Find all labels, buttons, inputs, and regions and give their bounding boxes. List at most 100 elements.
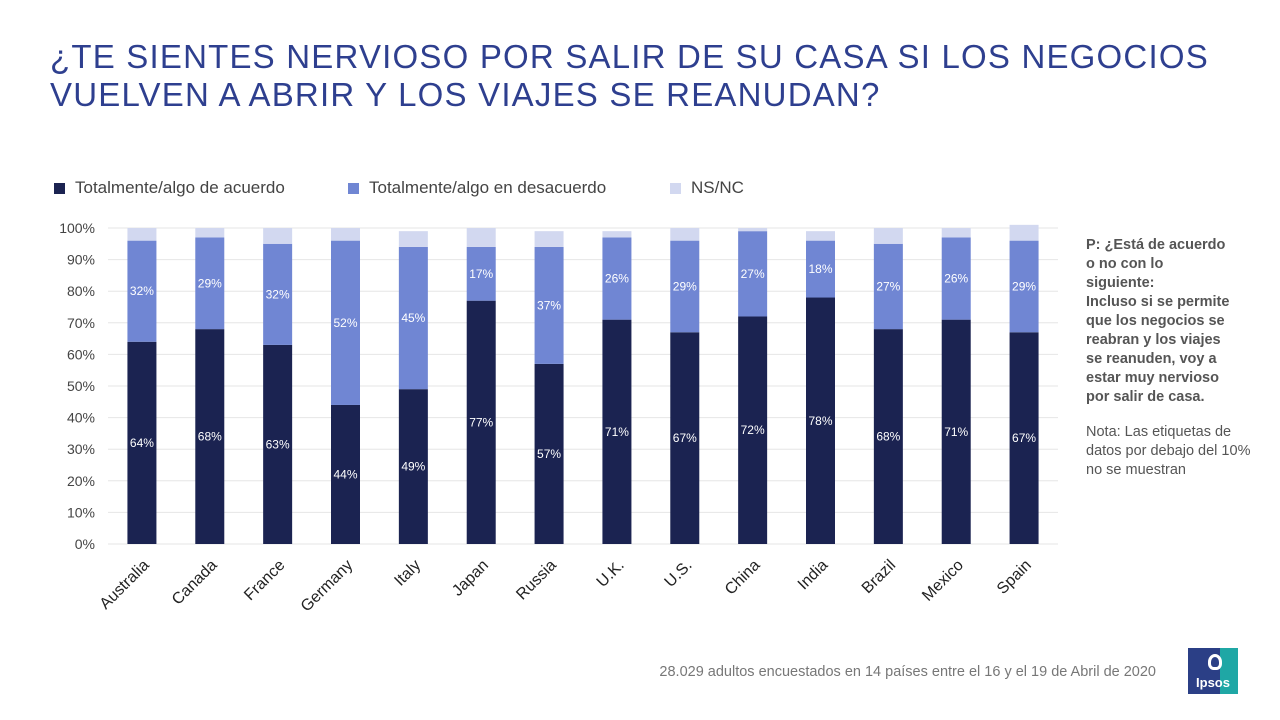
data-label: 32% xyxy=(266,287,290,301)
y-tick-label: 70% xyxy=(67,315,95,331)
chart-title: ¿TE SIENTES NERVIOSO POR SALIR DE SU CAS… xyxy=(50,38,1230,114)
data-label: 45% xyxy=(401,311,425,325)
data-label: 64% xyxy=(130,436,154,450)
bar-segment xyxy=(941,228,971,238)
data-label: 27% xyxy=(876,279,900,293)
bar-segment xyxy=(398,246,428,390)
survey-question-line: siguiente: xyxy=(1086,275,1155,291)
legend-item-disagree: Totalmente/algo en desacuerdo xyxy=(348,178,606,198)
bar-segment xyxy=(873,243,903,330)
chart-title-line-2: VUELVEN A ABRIR Y LOS VIAJES SE REANUDAN… xyxy=(50,76,881,113)
data-label: 44% xyxy=(333,467,357,481)
data-label-note: Nota: Las etiquetas de datos por debajo … xyxy=(1086,424,1251,478)
data-label: 67% xyxy=(1012,431,1036,445)
ipsos-logo: Ipsos xyxy=(1188,648,1238,694)
legend-swatch-nsnc xyxy=(670,182,681,194)
y-tick-label: 10% xyxy=(67,504,95,520)
logo-mark-icon xyxy=(1208,654,1222,670)
data-label: 68% xyxy=(876,430,900,444)
x-tick-label: France xyxy=(241,557,288,604)
survey-question-line: reabran y los viajes xyxy=(1086,332,1221,348)
y-tick-label: 100% xyxy=(59,220,95,236)
logo-text: Ipsos xyxy=(1196,675,1230,690)
bar-segment xyxy=(398,389,428,544)
legend-item-agree: Totalmente/algo de acuerdo xyxy=(54,178,285,198)
x-tick-label: Russia xyxy=(513,557,560,604)
x-tick-label: China xyxy=(722,557,764,599)
bar-segment xyxy=(806,297,835,544)
logo-accent xyxy=(1220,648,1238,694)
bar-segment xyxy=(127,228,157,241)
bar-segment xyxy=(873,228,903,244)
bar-segment xyxy=(670,228,700,241)
x-tick-label: Canada xyxy=(169,557,221,609)
data-label: 78% xyxy=(808,414,832,428)
bar-segment xyxy=(1009,224,1039,241)
bar-segment xyxy=(806,231,835,241)
bar-segment xyxy=(738,228,768,232)
bar-segment xyxy=(670,240,700,333)
bar-segment xyxy=(127,341,157,544)
bar-segment xyxy=(738,316,768,544)
y-tick-label: 20% xyxy=(67,473,95,489)
data-label: 71% xyxy=(944,425,968,439)
survey-footnote: 28.029 adultos encuestados en 14 países … xyxy=(659,664,1156,680)
bar-segment xyxy=(534,231,564,247)
x-tick-label: Germany xyxy=(298,557,357,616)
bar-segment xyxy=(466,228,496,247)
y-tick-label: 80% xyxy=(67,283,95,299)
y-tick-label: 60% xyxy=(67,346,95,362)
bar-segment xyxy=(670,332,700,544)
bar-segment xyxy=(127,240,157,342)
bar-segment xyxy=(263,243,293,345)
data-label: 52% xyxy=(333,316,357,330)
data-label: 57% xyxy=(537,447,561,461)
survey-question: P: ¿Está de acuerdo o no con lo siguient… xyxy=(1086,236,1256,407)
stacked-bar-chart: 0% 10% 20% 30% 40% 50% 60% 70% 80% 90% 100% 64% 32% A… xyxy=(59,220,1058,616)
x-tick-label: Italy xyxy=(391,557,424,590)
data-label: 32% xyxy=(130,284,154,298)
survey-question-line: estar muy nervioso xyxy=(1086,370,1219,386)
survey-question-line: Incluso si se permite xyxy=(1086,294,1230,310)
bar-segment xyxy=(738,231,768,317)
side-note: P: ¿Está de acuerdo o no con lo siguient… xyxy=(1086,236,1256,480)
bar-segment xyxy=(806,240,835,298)
survey-question-line: se reanuden, voy a xyxy=(1086,351,1217,367)
data-label: 17% xyxy=(469,267,493,281)
data-label: 72% xyxy=(741,423,765,437)
survey-question-line: por salir de casa. xyxy=(1086,389,1205,405)
legend-swatch-disagree xyxy=(348,182,359,194)
x-tick-label: U.S. xyxy=(662,557,696,591)
data-label: 37% xyxy=(537,298,561,312)
data-label: 67% xyxy=(673,431,697,445)
x-tick-label: Australia xyxy=(97,557,153,613)
bar-segment xyxy=(873,329,903,544)
survey-question-line: que los negocios se xyxy=(1086,313,1225,329)
x-tick-label: Japan xyxy=(449,557,492,600)
bar-segment xyxy=(195,237,225,330)
y-tick-label: 40% xyxy=(67,410,95,426)
data-label: 68% xyxy=(198,430,222,444)
legend-label-nsnc: NS/NC xyxy=(691,178,744,197)
x-tick-label: Spain xyxy=(994,557,1035,598)
bar-segment xyxy=(466,300,496,544)
bar-segment xyxy=(398,231,428,247)
bar-segment xyxy=(331,228,360,241)
y-tick-label: 0% xyxy=(75,536,95,552)
x-tick-label: U.K. xyxy=(594,557,628,591)
data-label: 71% xyxy=(605,425,629,439)
legend-label-agree: Totalmente/algo de acuerdo xyxy=(75,178,285,197)
y-tick-label: 30% xyxy=(67,441,95,457)
data-label: 18% xyxy=(808,262,832,276)
legend-item-nsnc: NS/NC xyxy=(670,178,744,198)
x-tick-label: India xyxy=(795,557,832,594)
legend-swatch-agree xyxy=(54,182,65,194)
data-label: 26% xyxy=(605,272,629,286)
bar-segment xyxy=(602,237,632,320)
bar-segment xyxy=(602,231,632,238)
bar-segment xyxy=(195,329,225,544)
data-label: 77% xyxy=(469,415,493,429)
data-label: 29% xyxy=(198,276,222,290)
bar-segment xyxy=(195,228,225,238)
bar-segment xyxy=(602,319,632,544)
